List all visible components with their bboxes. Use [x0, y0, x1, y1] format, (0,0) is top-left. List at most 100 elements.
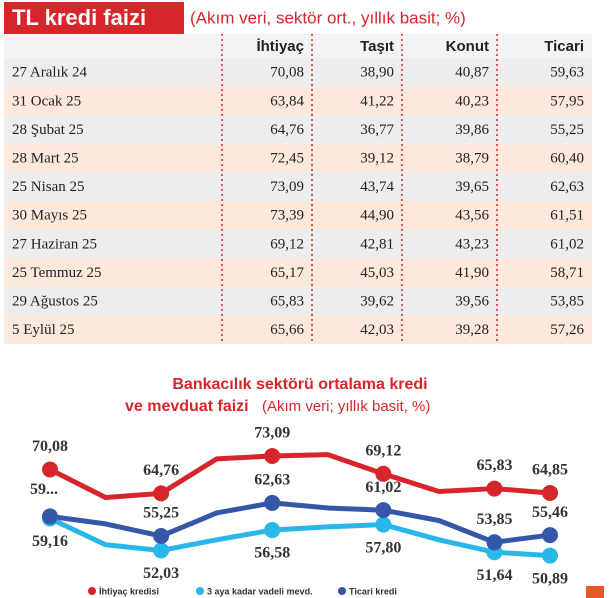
cell: 69,12	[270, 236, 304, 252]
table-row	[4, 58, 592, 87]
series-line	[48, 516, 551, 559]
table-row	[4, 143, 592, 173]
cell: 53,85	[550, 294, 584, 310]
value-label: 69,12	[365, 442, 401, 459]
cell: 57,26	[550, 322, 584, 338]
cell: 39,62	[360, 294, 394, 310]
cell: 39,86	[455, 122, 489, 138]
row-label: 25 Temmuz 25	[12, 265, 102, 281]
legend-swatch	[338, 587, 346, 595]
point	[542, 547, 558, 564]
value-label: 62,63	[254, 472, 290, 489]
column-header: Taşıt	[360, 38, 394, 55]
value-label: 55,25	[143, 505, 179, 522]
legend-label: Ticari kredi	[349, 586, 397, 596]
cell: 43,74	[360, 179, 394, 195]
legend-label: 3 aya kadar vadeli mevd.	[207, 586, 313, 596]
table-row	[4, 258, 592, 287]
row-label: 28 Mart 25	[12, 151, 79, 167]
legend-swatch	[196, 587, 204, 595]
legend-label: İhtiyaç kredisi	[99, 586, 159, 596]
value-label: 65,83	[476, 457, 512, 474]
value-label: 70,08	[32, 438, 68, 455]
table-subtitle: (Akım veri, sektör ort., yıllık basit; %…	[190, 8, 466, 27]
table-row	[4, 115, 592, 144]
point	[264, 494, 281, 511]
cell: 62,63	[550, 179, 584, 195]
value-label: 55,46	[532, 504, 568, 521]
series-line	[49, 500, 551, 545]
table-row	[4, 229, 592, 259]
header-row	[4, 34, 592, 58]
table-row	[4, 86, 592, 116]
cell: 39,28	[455, 322, 489, 338]
cell: 58,71	[550, 265, 584, 281]
series-line	[48, 452, 551, 500]
point	[486, 534, 503, 551]
cell: 61,51	[550, 208, 584, 224]
value-label: 51,64	[476, 567, 512, 584]
cell: 43,23	[455, 236, 489, 252]
cell: 64,76	[270, 122, 304, 138]
point	[542, 527, 558, 544]
table-row	[4, 286, 592, 316]
cell: 65,17	[270, 265, 304, 281]
value-label: 73,09	[254, 425, 290, 442]
chart-title-2: ve mevduat faizi	[125, 398, 249, 415]
value-label: 56,58	[254, 545, 290, 562]
cell: 59,63	[550, 65, 584, 81]
point	[375, 516, 392, 533]
cell: 73,09	[270, 179, 304, 195]
value-label: 52,03	[143, 565, 179, 582]
cell: 39,65	[455, 179, 489, 195]
cell: 38,90	[360, 65, 394, 81]
cell: 72,45	[270, 151, 304, 167]
cell: 42,81	[360, 236, 394, 252]
cell: 39,56	[455, 294, 489, 310]
cell: 61,02	[550, 236, 584, 252]
title-box	[4, 2, 184, 34]
cell: 60,40	[550, 151, 584, 167]
cell: 57,95	[550, 93, 584, 109]
table-row	[4, 172, 592, 201]
value-label: 59...	[30, 481, 58, 498]
value-label: 64,85	[532, 462, 568, 479]
row-label: 29 Ağustos 25	[12, 294, 98, 310]
cell: 42,03	[360, 322, 394, 338]
value-label: 64,76	[143, 462, 179, 479]
legend-swatch	[88, 587, 96, 595]
chart-title: Bankacılık sektörü ortalama kredi	[172, 376, 427, 393]
cell: 73,39	[270, 208, 304, 224]
cell: 36,77	[360, 122, 394, 138]
point	[264, 522, 281, 539]
table-row	[4, 201, 592, 230]
cell: 40,87	[455, 65, 489, 81]
chart-subtitle: (Akım veri; yıllık basit, %)	[262, 398, 430, 415]
point	[542, 484, 558, 501]
row-label: 28 Şubat 25	[12, 122, 84, 138]
point	[153, 542, 170, 559]
value-label: 61,02	[365, 479, 401, 496]
row-label: 5 Eylül 25	[12, 322, 75, 338]
table-title: TL kredi faizi	[12, 5, 146, 30]
cell: 55,25	[550, 122, 584, 138]
logo	[586, 586, 604, 598]
table-row	[4, 315, 592, 344]
column-header: Konut	[446, 38, 489, 55]
cell: 44,90	[360, 208, 394, 224]
cell: 38,79	[455, 151, 489, 167]
cell: 41,22	[360, 93, 394, 109]
row-label: 27 Haziran 25	[12, 236, 97, 252]
cell: 45,03	[360, 265, 394, 281]
column-header: Ticari	[544, 38, 584, 55]
value-label: 59,16	[32, 533, 68, 550]
value-label: 53,85	[476, 511, 512, 528]
point	[42, 508, 58, 525]
cell: 40,23	[455, 93, 489, 109]
point	[264, 447, 281, 464]
point	[153, 485, 170, 502]
chart-panel	[4, 352, 606, 598]
point	[375, 465, 392, 482]
row-label: 27 Aralık 24	[12, 65, 87, 81]
